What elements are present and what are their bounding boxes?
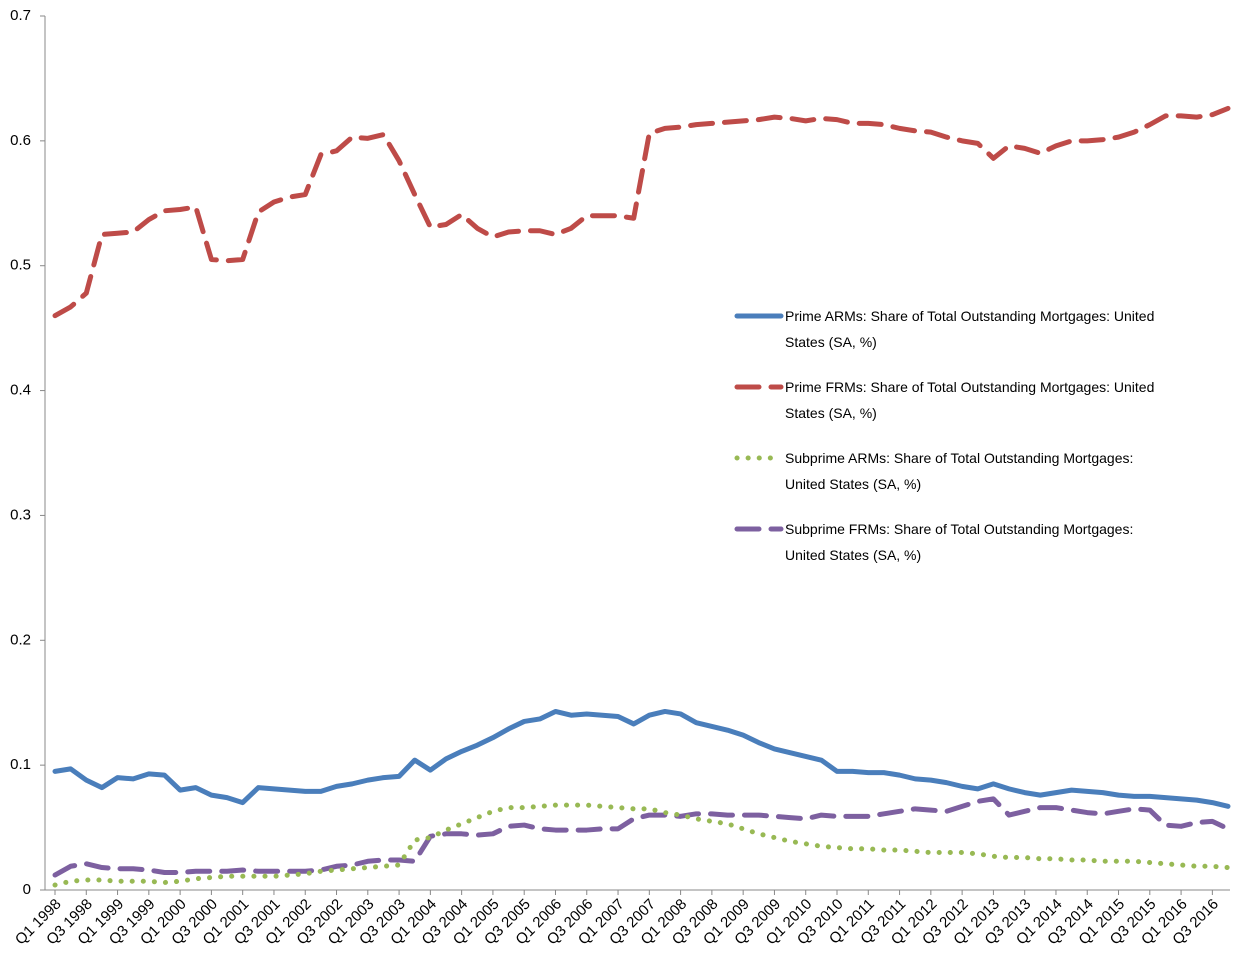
legend-label: Prime FRMs: Share of Total Outstanding M… [785,379,1155,421]
series-line [52,708,1231,809]
series-line [52,802,1231,888]
y-tick-label: 0 [23,881,31,898]
legend-label: Subprime FRMs: Share of Total Outstandin… [785,521,1134,563]
legend-item: Subprime FRMs: Share of Total Outstandin… [733,519,1193,568]
legend-label: Subprime ARMs: Share of Total Outstandin… [785,450,1134,492]
y-tick-label: 0.4 [10,382,31,399]
legend-swatch [734,384,784,390]
legend-item: Prime ARMs: Share of Total Outstanding M… [733,306,1193,355]
y-tick-label: 0.1 [10,756,31,773]
series-line [52,796,1231,878]
legend-swatch [734,526,784,532]
legend: Prime ARMs: Share of Total Outstanding M… [733,306,1193,590]
legend-item: Prime FRMs: Share of Total Outstanding M… [733,377,1193,426]
y-tick-label: 0.3 [10,506,31,523]
y-tick-label: 0.6 [10,132,31,149]
y-tick-label: 0.5 [10,257,31,274]
legend-label: Prime ARMs: Share of Total Outstanding M… [785,308,1155,350]
series-line [52,105,1231,319]
y-tick-label: 0.2 [10,631,31,648]
legend-swatch [734,313,784,319]
legend-item: Subprime ARMs: Share of Total Outstandin… [733,448,1193,497]
legend-swatch [734,455,784,461]
y-tick-label: 0.7 [10,7,31,24]
